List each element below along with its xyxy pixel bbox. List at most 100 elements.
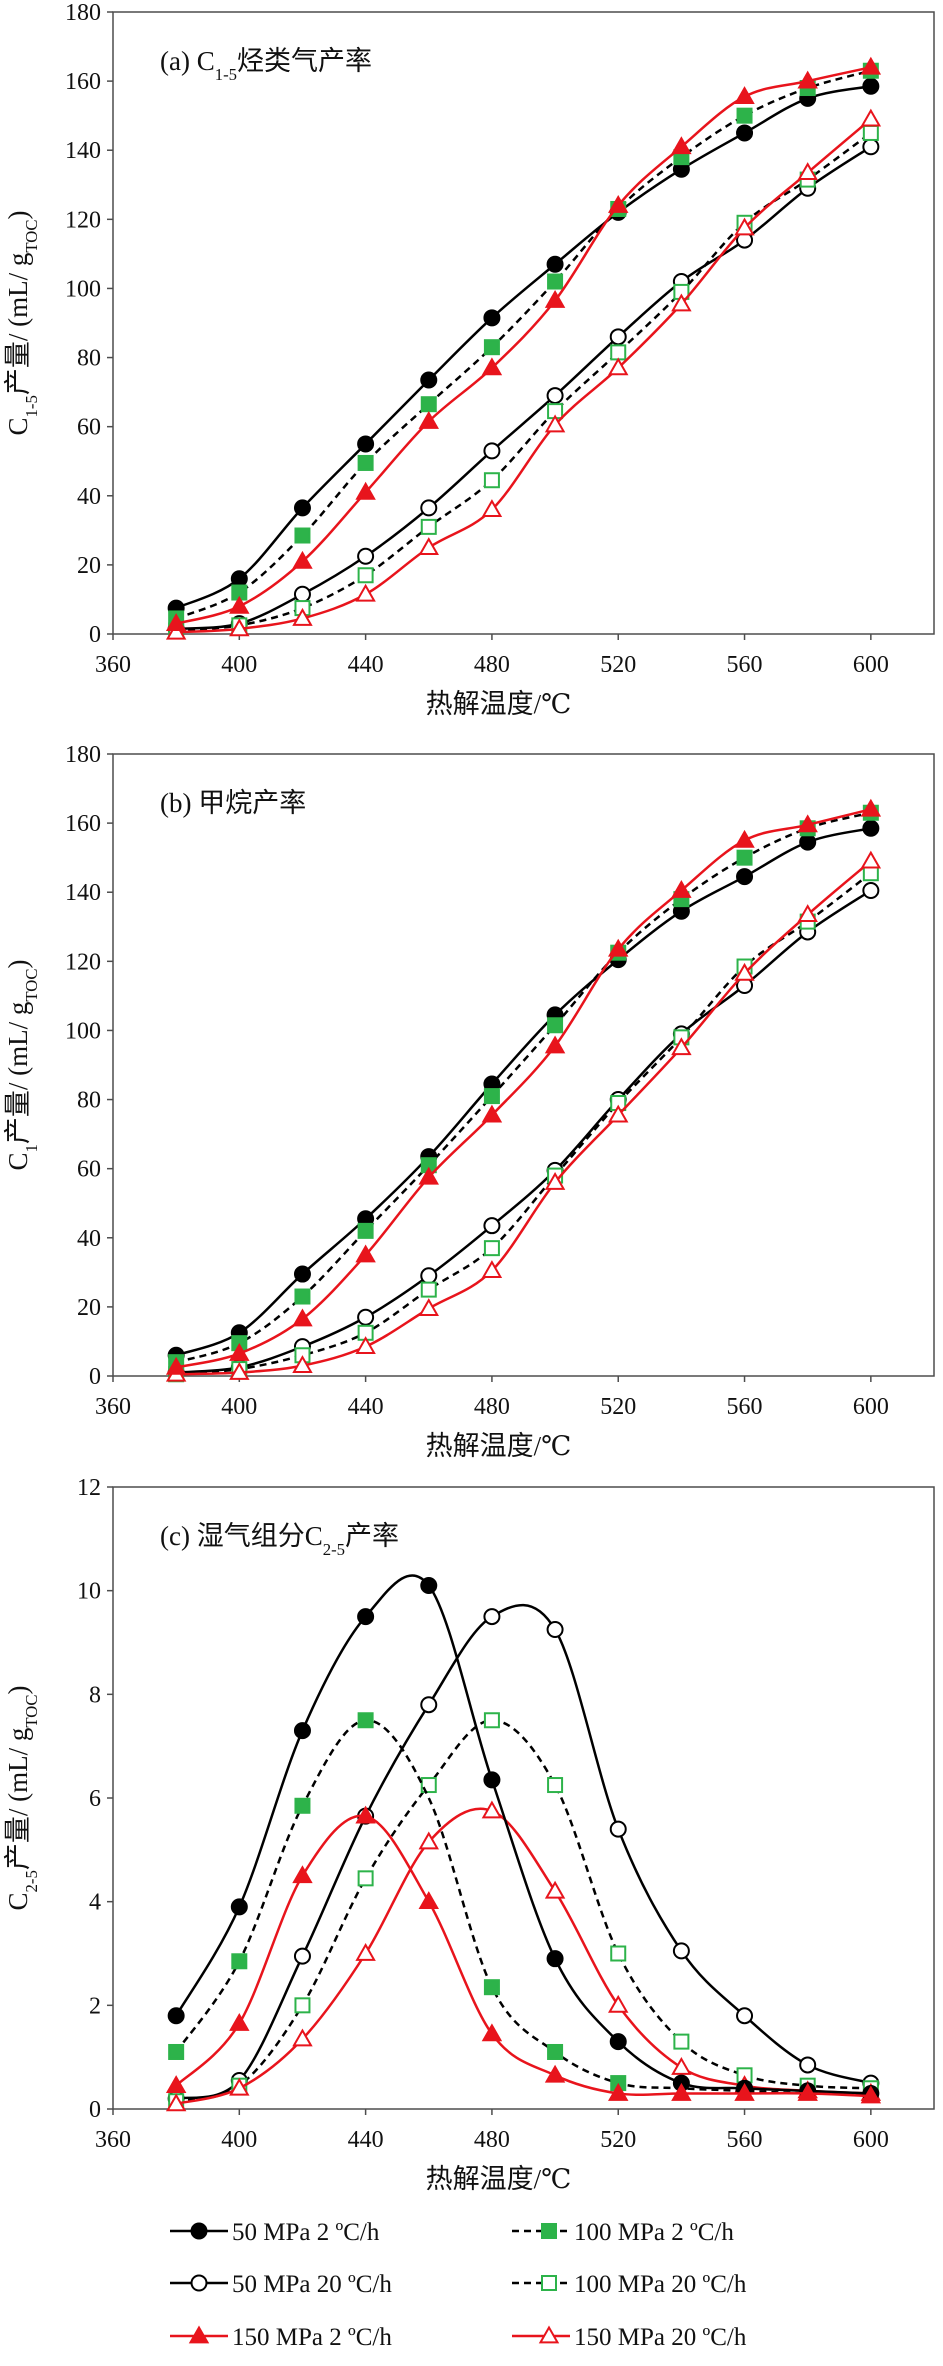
- panel-b-data-point-150-mpa-20-c-h: [671, 1037, 692, 1056]
- legend-marker-100-mpa-20-c-h: [541, 2275, 557, 2291]
- panel-a-data-point-150-mpa-2-c-h: [797, 70, 818, 89]
- panel-c-data-point-50-mpa-20-c-h: [799, 2056, 817, 2074]
- panel-c-series-100-mpa-20-c-h: [168, 1712, 879, 2110]
- panel-b-data-point-150-mpa-2-c-h: [608, 938, 629, 957]
- panel-a-data-point-50-mpa-20-c-h: [357, 547, 375, 565]
- panel-b-series-line-50-mpa-20-c-h: [176, 889, 872, 1374]
- legend-item-100-mpa-20-c-h: 100 MPa 20 ºC/h: [512, 2271, 747, 2298]
- panel-b-y-tick-label: 20: [77, 1295, 101, 1321]
- panel-b-series-line-50-mpa-2-c-h: [175, 827, 872, 1357]
- panel-a-data-point-100-mpa-2-c-h: [357, 454, 374, 471]
- legend-label-150-mpa-20-c-h: 150 MPa 20 ºC/h: [574, 2324, 747, 2351]
- panel-a-x-tick-label: 480: [474, 652, 510, 678]
- panel-a-series-50-mpa-20-c-h: [167, 138, 880, 638]
- panel-b-series-100-mpa-2-c-h: [168, 804, 879, 1371]
- panel-a-data-point-50-mpa-20-c-h: [862, 138, 880, 156]
- panel-c-x-tick-label: 440: [348, 2127, 384, 2153]
- panel-a-y-tick-label: 80: [77, 346, 101, 372]
- panel-c-series-line-50-mpa-2-c-h: [175, 1574, 871, 2095]
- panel-c-data-point-100-mpa-20-c-h: [673, 2033, 690, 2050]
- panel-a-data-point-50-mpa-2-c-h: [230, 570, 248, 588]
- panel-a-y-axis-title: C1-5产量/ (mL/ gTOC): [3, 211, 41, 436]
- panel-a-y-tick-label: 20: [77, 553, 101, 579]
- panel-c-data-point-150-mpa-2-c-h: [544, 2064, 566, 2083]
- panel-a-data-point-100-mpa-20-c-h: [610, 344, 627, 361]
- panel-b-data-point-150-mpa-20-c-h: [292, 1355, 313, 1374]
- panel-c-data-point-50-mpa-20-c-h: [736, 2007, 754, 2025]
- panel-b-data-point-150-mpa-20-c-h: [418, 1298, 439, 1316]
- panel-c-x-tick-label: 480: [474, 2127, 510, 2153]
- panel-c-data-point-150-mpa-20-c-h: [544, 1880, 566, 1899]
- panel-a-data-point-100-mpa-2-c-h: [736, 107, 753, 124]
- panel-a-series-line-150-mpa-20-c-h: [176, 118, 872, 634]
- panel-c-data-point-50-mpa-20-c-h: [672, 1942, 690, 1960]
- panel-b-y-tick-label: 180: [65, 742, 101, 768]
- panel-a-data-point-150-mpa-20-c-h: [797, 162, 818, 181]
- legend-item-50-mpa-2-c-h: 50 MPa 2 ºC/h: [170, 2219, 380, 2246]
- panel-a-x-tick-label: 360: [95, 652, 131, 678]
- panel-a-data-point-50-mpa-20-c-h: [483, 442, 501, 460]
- panel-b-data-point-150-mpa-2-c-h: [481, 1104, 503, 1123]
- panel-a-data-point-50-mpa-2-c-h: [293, 499, 311, 517]
- panel-b-data-point-150-mpa-2-c-h: [671, 879, 692, 898]
- panel-c-data-point-150-mpa-20-c-h: [608, 1994, 629, 2013]
- panel-b-series-100-mpa-20-c-h: [168, 865, 879, 1383]
- panel-c-data-point-100-mpa-20-c-h: [547, 1777, 564, 1794]
- panel-c-y-tick-label: 0: [89, 2097, 101, 2123]
- legend-item-150-mpa-20-c-h: 150 MPa 20 ºC/h: [512, 2324, 747, 2351]
- panel-b-y-tick-label: 160: [65, 811, 101, 837]
- legend-label-50-mpa-20-c-h: 50 MPa 20 ºC/h: [232, 2271, 392, 2298]
- legend-item-50-mpa-20-c-h: 50 MPa 20 ºC/h: [170, 2271, 392, 2298]
- panel-a-data-point-50-mpa-20-c-h: [293, 585, 311, 603]
- panel-b-title: (b) 甲烷产率: [160, 788, 306, 818]
- panel-a-series-150-mpa-2-c-h: [165, 56, 882, 632]
- panel-a-data-point-150-mpa-2-c-h: [292, 550, 313, 569]
- panel-a-data-point-100-mpa-2-c-h: [547, 273, 564, 290]
- panel-b-data-point-150-mpa-2-c-h: [860, 798, 882, 817]
- legend-label-100-mpa-2-c-h: 100 MPa 2 ºC/h: [574, 2219, 734, 2246]
- panel-a-y-tick-label: 0: [89, 622, 101, 648]
- panel-a-title: (a) C1-5烃类气产率: [160, 46, 372, 84]
- panel-a: 0 20 40 60 80 100 120 140 160 180 360 400 440 480 520 5…: [3, 0, 935, 719]
- panel-c-y-tick-label: 8: [89, 1682, 101, 1708]
- panel-a-data-point-150-mpa-20-c-h: [671, 293, 692, 312]
- panel-c-data-point-150-mpa-2-c-h: [860, 2085, 882, 2104]
- panel-a-data-point-50-mpa-2-c-h: [420, 371, 438, 389]
- panel-a-data-point-150-mpa-2-c-h: [418, 410, 439, 429]
- panel-b-data-point-100-mpa-2-c-h: [357, 1222, 374, 1239]
- panel-c-data-point-100-mpa-2-c-h: [168, 2043, 185, 2060]
- panel-b-data-point-100-mpa-20-c-h: [420, 1281, 437, 1298]
- panel-c-data-point-150-mpa-2-c-h: [797, 2082, 818, 2101]
- panel-c-data-point-50-mpa-2-c-h: [546, 1950, 564, 1968]
- panel-a-data-point-150-mpa-2-c-h: [671, 136, 692, 155]
- panel-c-series-50-mpa-20-c-h: [167, 1603, 880, 2108]
- panel-a-x-axis-title: 热解温度/℃: [426, 689, 572, 719]
- legend-label-50-mpa-2-c-h: 50 MPa 2 ºC/h: [232, 2219, 380, 2246]
- panel-a-data-point-150-mpa-2-c-h: [734, 86, 755, 105]
- panel-a-series-50-mpa-2-c-h: [167, 77, 880, 617]
- panel-a-data-point-150-mpa-2-c-h: [544, 290, 566, 308]
- panel-a-data-point-100-mpa-20-c-h: [357, 567, 374, 584]
- panel-c-data-point-150-mpa-20-c-h: [481, 1800, 503, 1819]
- panel-b-y-tick-label: 40: [77, 1226, 101, 1252]
- panel-b-series-150-mpa-20-c-h: [165, 850, 882, 1382]
- panel-a-data-point-100-mpa-2-c-h: [420, 396, 437, 413]
- panel-b-y-tick-label: 80: [77, 1088, 101, 1114]
- panel-b-data-point-150-mpa-20-c-h: [544, 1171, 566, 1190]
- panel-b-x-tick-label: 560: [727, 1394, 763, 1420]
- panel-c-data-point-150-mpa-2-c-h: [292, 1865, 313, 1884]
- panel-c-data-point-50-mpa-2-c-h: [293, 1722, 311, 1740]
- panel-b-data-point-50-mpa-2-c-h: [736, 868, 754, 886]
- panel-a-data-point-100-mpa-2-c-h: [294, 527, 311, 544]
- panel-a-data-point-50-mpa-2-c-h: [736, 124, 754, 142]
- panel-b-series-line-100-mpa-20-c-h: [176, 872, 872, 1376]
- panel-c-y-tick-label: 2: [89, 1993, 101, 2019]
- panel-b-data-point-50-mpa-2-c-h: [862, 819, 880, 837]
- panel-a-x-tick-label: 560: [727, 652, 763, 678]
- legend-label-100-mpa-20-c-h: 100 MPa 20 ºC/h: [574, 2271, 747, 2298]
- panel-a-data-point-150-mpa-20-c-h: [165, 621, 187, 640]
- panel-a-series-line-150-mpa-2-c-h: [175, 66, 872, 625]
- panel-c: 0 2 4 6 8 10 12 360 400 440 480 520 560 600 热解温度/℃ C2-5…: [3, 1475, 935, 2194]
- panel-b-x-axis-title: 热解温度/℃: [426, 1431, 572, 1461]
- panel-a-data-point-150-mpa-20-c-h: [292, 607, 313, 626]
